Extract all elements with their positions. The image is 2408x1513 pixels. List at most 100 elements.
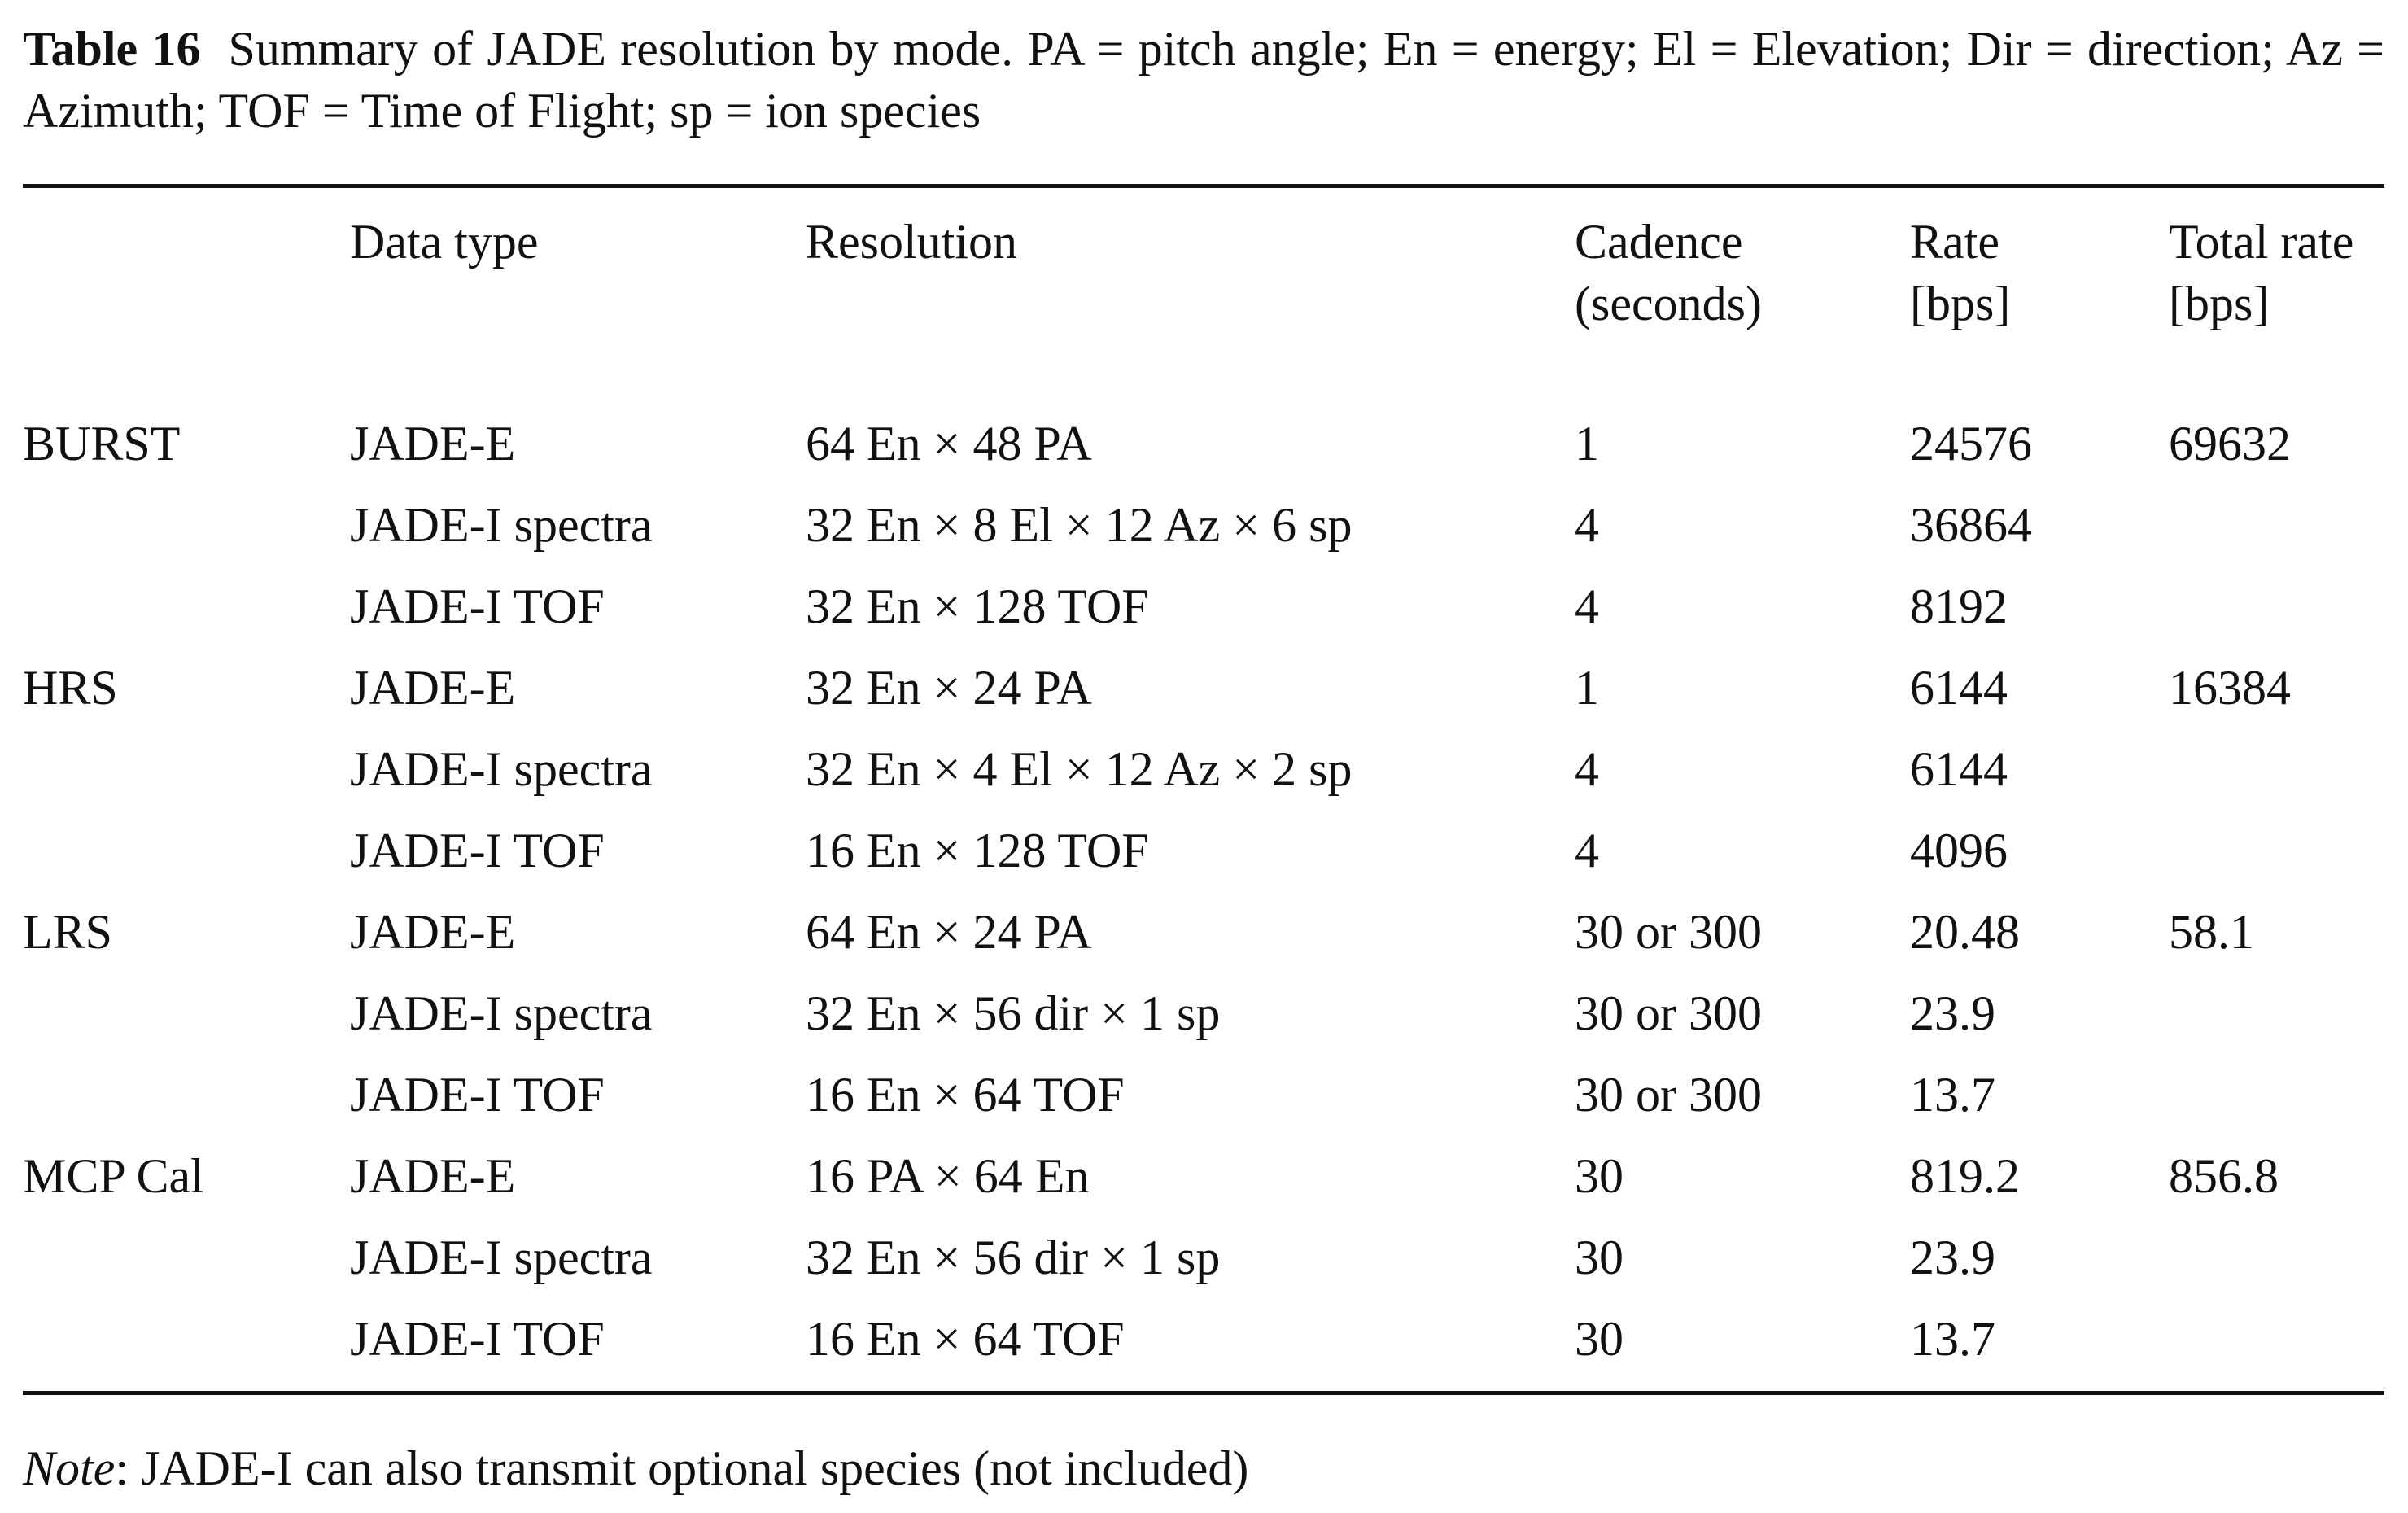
table-row: JADE-I spectra 32 En × 56 dir × 1 sp 30 or… — [23, 973, 2384, 1054]
table-row: JADE-I TOF 32 En × 128 TOF 4 8192 — [23, 566, 2384, 647]
cell-rate: 24576 — [1910, 417, 2032, 470]
cell-mode: HRS — [23, 661, 118, 715]
header-rate: Rate [bps] — [1910, 215, 2011, 330]
table-row: JADE-I TOF 16 En × 128 TOF 4 4096 — [23, 810, 2384, 891]
cell-resolution: 32 En × 8 El × 12 Az × 6 sp — [806, 498, 1353, 552]
table-row: JADE-I TOF 16 En × 64 TOF 30 or 300 13.7 — [23, 1054, 2384, 1135]
table-row: LRS JADE-E 64 En × 24 PA 30 or 300 20.48 58.1 — [23, 891, 2384, 973]
cell-rate: 13.7 — [1910, 1312, 1995, 1366]
cell-total-rate — [2169, 1054, 2384, 1135]
cell-cadence: 30 or 300 — [1575, 1068, 1762, 1122]
cell-data-type: JADE-I spectra — [350, 742, 653, 796]
cell-rate: 23.9 — [1910, 986, 1995, 1040]
cell-mode — [23, 973, 350, 1054]
cell-rate: 6144 — [1910, 742, 2008, 796]
cell-rate: 4096 — [1910, 824, 2008, 877]
cell-mode — [23, 728, 350, 810]
cell-mode: MCP Cal — [23, 1149, 204, 1203]
table-caption: Table 16 Summary of JADE resolution by mo… — [23, 18, 2384, 142]
cell-resolution: 16 En × 64 TOF — [806, 1068, 1125, 1122]
cell-resolution: 32 En × 128 TOF — [806, 579, 1149, 633]
data-table: Data type Resolution Cadence (seconds) Rate… — [23, 188, 2384, 1391]
header-row: Data type Resolution Cadence (seconds) Rate… — [23, 188, 2384, 367]
table-row: HRS JADE-E 32 En × 24 PA 1 6144 16384 — [23, 647, 2384, 728]
cell-cadence: 4 — [1575, 498, 1599, 552]
cell-data-type: JADE-I TOF — [350, 824, 605, 877]
cell-mode: BURST — [23, 417, 181, 470]
cell-cadence: 30 — [1575, 1149, 1624, 1203]
top-rule — [23, 184, 2384, 188]
table-row: BURST JADE-E 64 En × 48 PA 1 24576 69632 — [23, 367, 2384, 484]
table-body: BURST JADE-E 64 En × 48 PA 1 24576 69632 JADE-… — [23, 367, 2384, 1391]
table-row: JADE-I spectra 32 En × 56 dir × 1 sp 30 23.… — [23, 1217, 2384, 1298]
cell-data-type: JADE-I spectra — [350, 1231, 653, 1284]
cell-cadence: 1 — [1575, 417, 1599, 470]
cell-mode — [23, 1298, 350, 1391]
cell-cadence: 30 — [1575, 1231, 1624, 1284]
table-row: JADE-I TOF 16 En × 64 TOF 30 13.7 — [23, 1298, 2384, 1391]
cell-resolution: 16 En × 128 TOF — [806, 824, 1149, 877]
cell-cadence: 4 — [1575, 824, 1599, 877]
header-resolution: Resolution — [806, 215, 1018, 269]
cell-total-rate — [2169, 484, 2384, 566]
table-row: JADE-I spectra 32 En × 4 El × 12 Az × 2 s… — [23, 728, 2384, 810]
table-row: MCP Cal JADE-E 16 PA × 64 En 30 819.2 856.8 — [23, 1135, 2384, 1217]
cell-total-rate — [2169, 1217, 2384, 1298]
table-note: Note: JADE-I can also transmit optional … — [23, 1437, 2384, 1499]
cell-resolution: 32 En × 24 PA — [806, 661, 1092, 715]
cell-total-rate: 69632 — [2169, 417, 2291, 470]
cell-resolution: 64 En × 48 PA — [806, 417, 1092, 470]
cell-rate: 36864 — [1910, 498, 2032, 552]
table-header: Data type Resolution Cadence (seconds) Rate… — [23, 188, 2384, 367]
cell-data-type: JADE-I TOF — [350, 1068, 605, 1122]
cell-cadence: 30 or 300 — [1575, 986, 1762, 1040]
cell-resolution: 32 En × 56 dir × 1 sp — [806, 1231, 1221, 1284]
cell-mode — [23, 484, 350, 566]
cell-total-rate — [2169, 1298, 2384, 1391]
cell-cadence: 30 or 300 — [1575, 905, 1762, 959]
cell-data-type: JADE-E — [350, 905, 516, 959]
note-label: Note — [23, 1441, 116, 1495]
cell-rate: 13.7 — [1910, 1068, 1995, 1122]
cell-rate: 6144 — [1910, 661, 2008, 715]
cell-total-rate: 16384 — [2169, 661, 2291, 715]
header-data-type: Data type — [350, 215, 539, 269]
cell-total-rate — [2169, 973, 2384, 1054]
bottom-rule — [23, 1391, 2384, 1395]
cell-resolution: 16 PA × 64 En — [806, 1149, 1090, 1203]
cell-data-type: JADE-I spectra — [350, 498, 653, 552]
cell-data-type: JADE-I TOF — [350, 579, 605, 633]
cell-rate: 20.48 — [1910, 905, 2020, 959]
cell-cadence: 4 — [1575, 742, 1599, 796]
cell-mode: LRS — [23, 905, 113, 959]
cell-data-type: JADE-I spectra — [350, 986, 653, 1040]
cell-mode — [23, 1054, 350, 1135]
cell-cadence: 30 — [1575, 1312, 1624, 1366]
header-mode — [23, 188, 350, 367]
note-text: : JADE-I can also transmit optional spec… — [115, 1441, 1249, 1495]
cell-rate: 23.9 — [1910, 1231, 1995, 1284]
cell-total-rate — [2169, 810, 2384, 891]
cell-rate: 819.2 — [1910, 1149, 2020, 1203]
cell-data-type: JADE-I TOF — [350, 1312, 605, 1366]
cell-total-rate: 856.8 — [2169, 1149, 2279, 1203]
cell-data-type: JADE-E — [350, 417, 516, 470]
table-label: Table 16 — [23, 22, 201, 76]
cell-data-type: JADE-E — [350, 661, 516, 715]
table-caption-text: Summary of JADE resolution by mode. PA =… — [23, 22, 2384, 138]
table-row: JADE-I spectra 32 En × 8 El × 12 Az × 6 s… — [23, 484, 2384, 566]
cell-mode — [23, 1217, 350, 1298]
cell-total-rate — [2169, 728, 2384, 810]
cell-rate: 8192 — [1910, 579, 2008, 633]
table-figure: Table 16 Summary of JADE resolution by mo… — [23, 18, 2384, 1499]
cell-resolution: 32 En × 4 El × 12 Az × 2 sp — [806, 742, 1353, 796]
cell-total-rate: 58.1 — [2169, 905, 2254, 959]
cell-resolution: 32 En × 56 dir × 1 sp — [806, 986, 1221, 1040]
header-total-rate: Total rate [bps] — [2169, 215, 2354, 330]
cell-cadence: 1 — [1575, 661, 1599, 715]
cell-mode — [23, 810, 350, 891]
cell-cadence: 4 — [1575, 579, 1599, 633]
cell-mode — [23, 566, 350, 647]
cell-resolution: 16 En × 64 TOF — [806, 1312, 1125, 1366]
cell-total-rate — [2169, 566, 2384, 647]
